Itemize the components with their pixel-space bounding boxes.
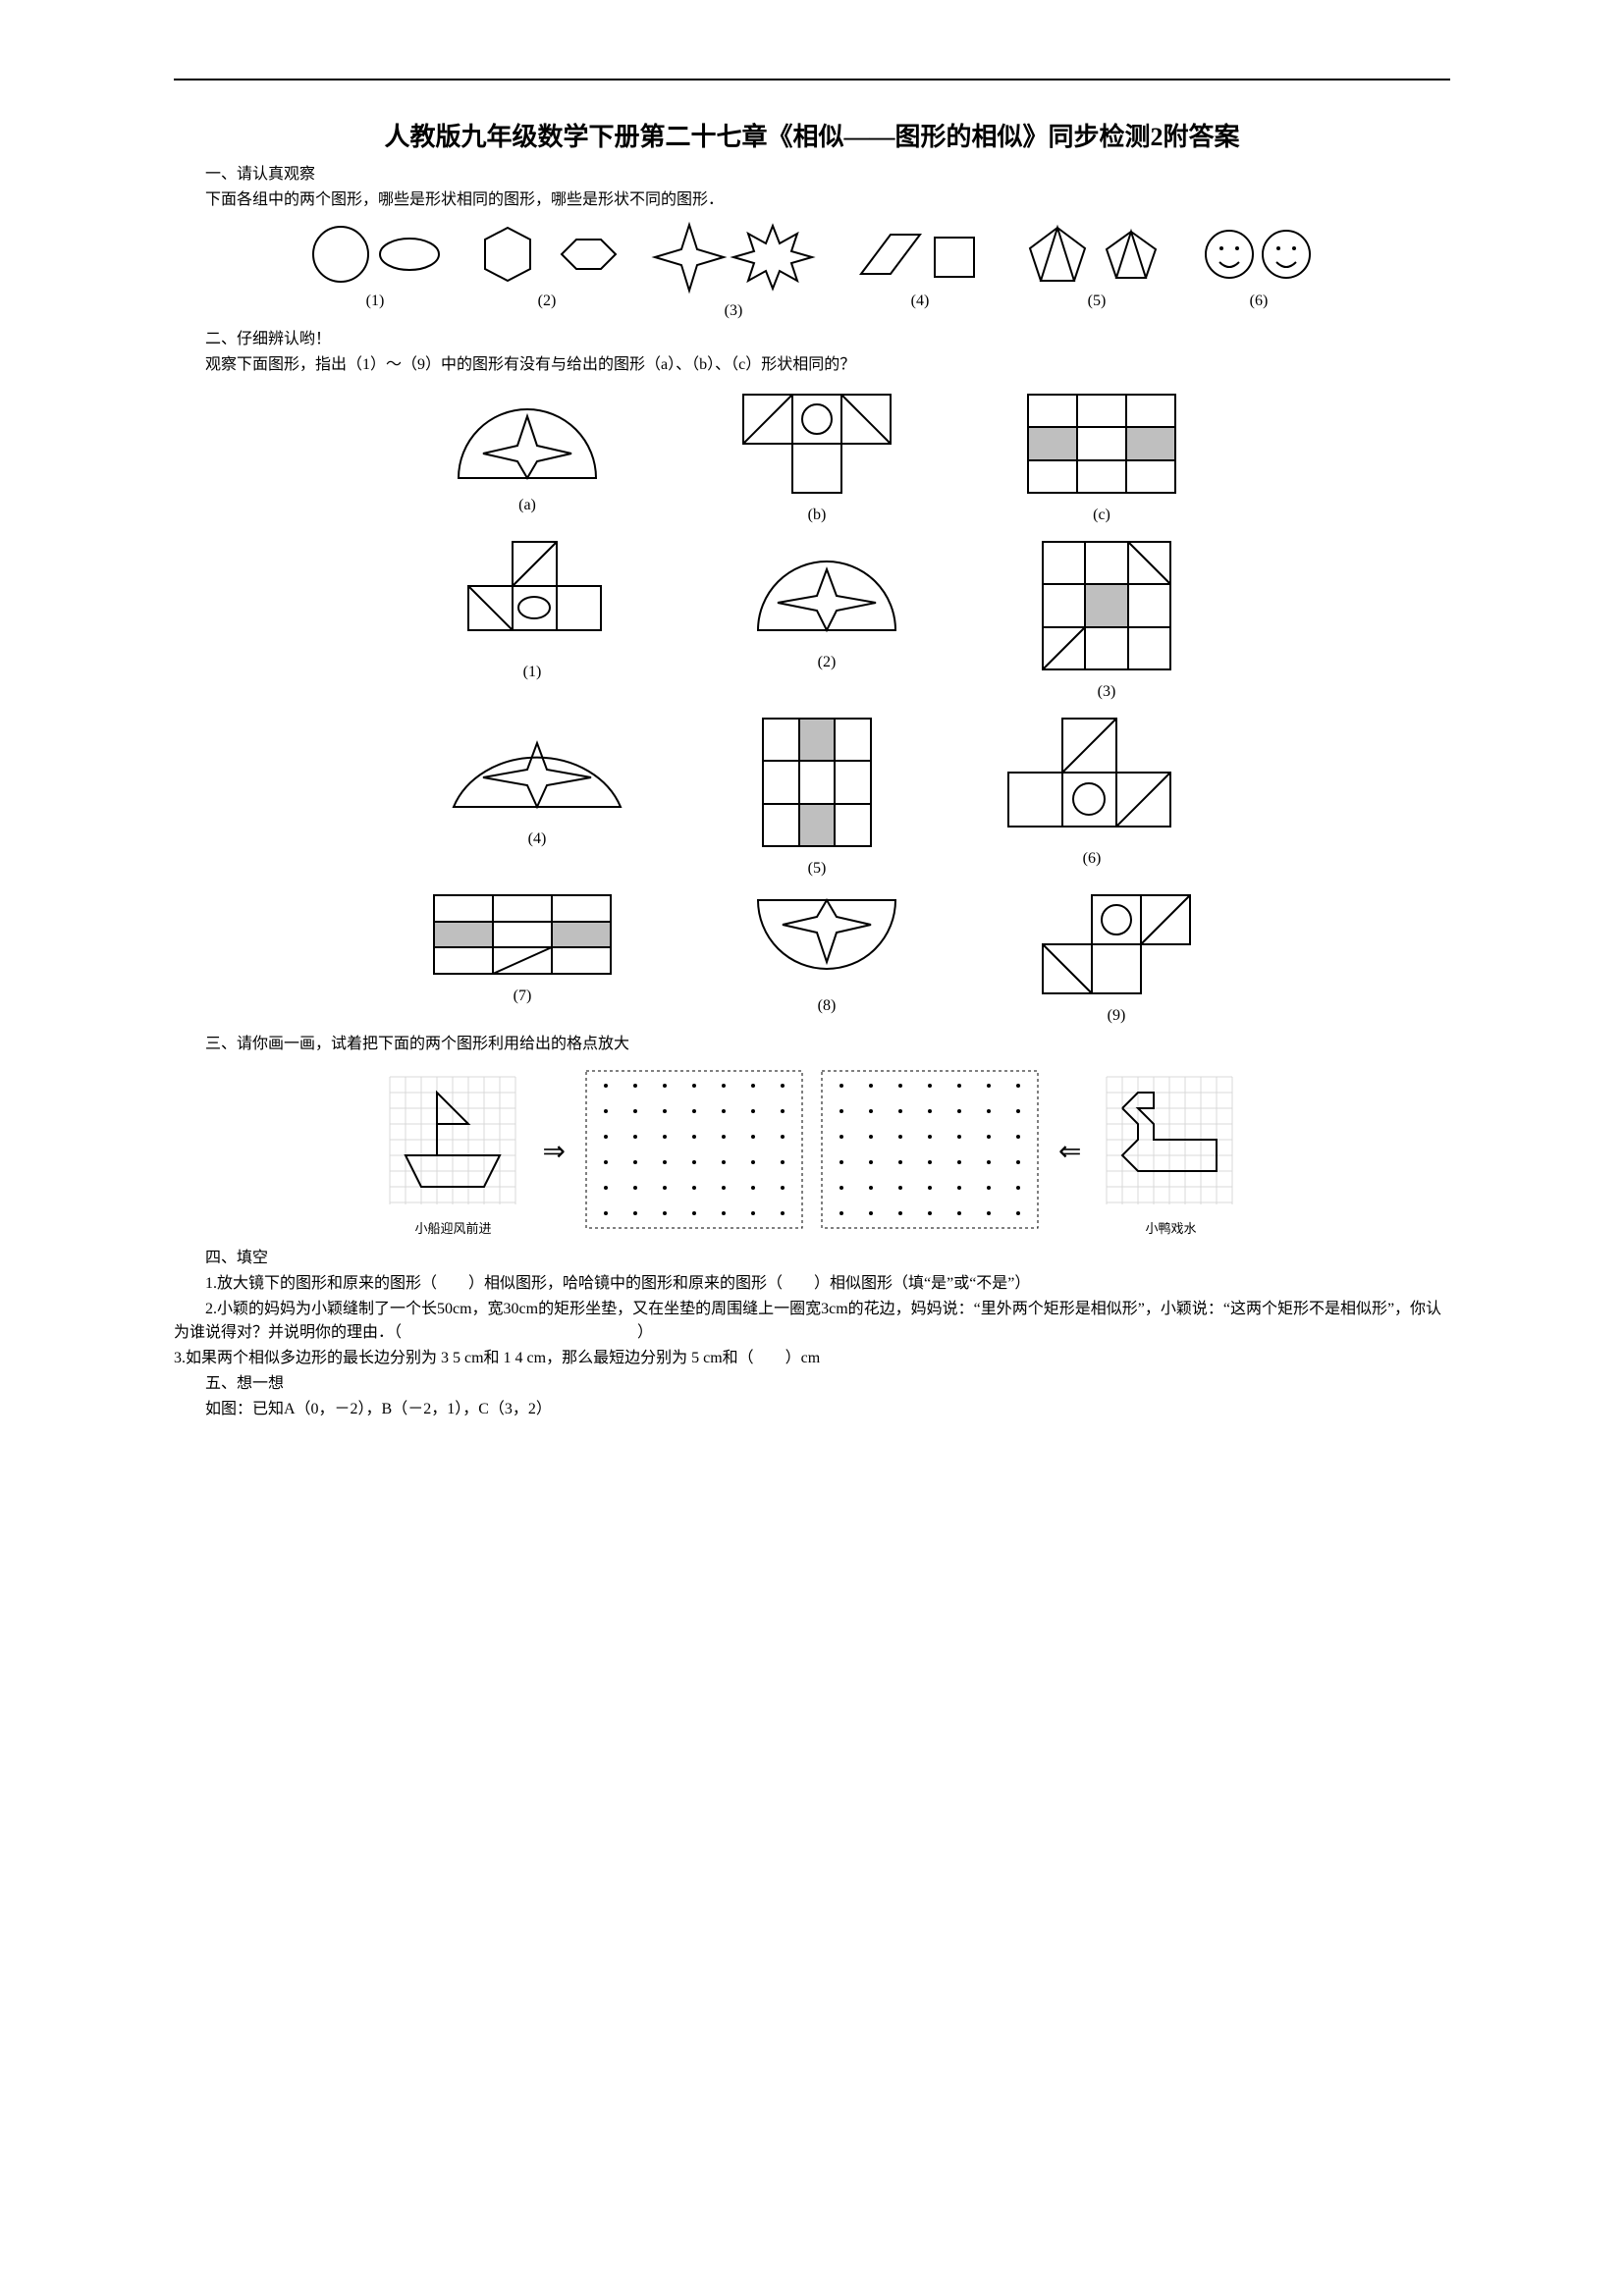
s2-prompt: 观察下面图形，指出（1）～（9）中的图形有没有与给出的图形（a）、（b）、（c）… — [174, 353, 1450, 377]
arrow-right-icon: ⇒ — [537, 1135, 571, 1168]
s2-label-7: (7) — [424, 988, 621, 1005]
s2-label-b: (b) — [733, 507, 900, 524]
s5-q: 如图：已知A（0，－2），B（－2，1），C（3，2） — [174, 1398, 1450, 1421]
s5-heading: 五、想一想 — [174, 1372, 1450, 1396]
s4-q3: 3.如果两个相似多边形的最长边分别为 3 5 cm和 1 4 cm，那么最短边分… — [174, 1347, 1450, 1370]
s4-q1: 1.放大镜下的图形和原来的图形（ ）相似图形，哈哈镜中的图形和原来的图形（ ）相… — [174, 1272, 1450, 1296]
s3-cap-left: 小船迎风前进 — [380, 1218, 527, 1237]
s1-prompt: 下面各组中的两个图形，哪些是形状相同的图形，哪些是形状不同的图形． — [174, 188, 1450, 212]
s3-row: 小船迎风前进 ⇒ — [174, 1066, 1450, 1237]
s4-q2: 2.小颖的妈妈为小颖缝制了一个长50cm，宽30cm的矩形坐垫，又在坐垫的周围缝… — [174, 1298, 1450, 1345]
s2-label-c: (c) — [1018, 507, 1185, 524]
s2-label-8: (8) — [738, 997, 915, 1015]
s1-label-2: (2) — [473, 293, 621, 310]
shape-6 — [999, 709, 1185, 846]
s1-label-5: (5) — [1023, 293, 1170, 310]
s1-label-4: (4) — [846, 293, 994, 310]
s2-heading: 二、仔细辨认哟！ — [174, 328, 1450, 351]
s1-label-1: (1) — [306, 293, 444, 310]
shape-a — [439, 385, 616, 493]
s2-label-4: (4) — [439, 830, 635, 848]
s2-label-a: (a) — [439, 497, 616, 514]
s2-label-1: (1) — [444, 664, 621, 681]
s4-heading: 四、填空 — [174, 1247, 1450, 1270]
shape-9 — [1033, 885, 1200, 1003]
arrow-left-icon: ⇐ — [1053, 1135, 1087, 1168]
shape-5 — [753, 709, 881, 856]
s2-label-9: (9) — [1033, 1007, 1200, 1025]
shape-1 — [444, 532, 621, 660]
s1-figrow: (1) (2) (3) (4) — [174, 220, 1450, 320]
s1-heading: 一、请认真观察 — [174, 163, 1450, 187]
s3-cap-right: 小鸭戏水 — [1097, 1218, 1244, 1237]
shape-c — [1018, 385, 1185, 503]
shape-8 — [738, 885, 915, 993]
s2-label-6: (6) — [999, 850, 1185, 868]
shape-4 — [439, 709, 635, 827]
s3-heading: 三、请你画一画，试着把下面的两个图形利用给出的格点放大 — [174, 1033, 1450, 1056]
s2-label-2: (2) — [738, 654, 915, 671]
page-title: 人教版九年级数学下册第二十七章《相似——图形的相似》同步检测2附答案 — [174, 120, 1450, 155]
s2-label-5: (5) — [753, 860, 881, 878]
shape-7 — [424, 885, 621, 984]
shape-2 — [738, 532, 915, 650]
shape-3 — [1033, 532, 1180, 679]
s2-label-3: (3) — [1033, 683, 1180, 701]
s1-label-6: (6) — [1200, 293, 1318, 310]
shape-b — [733, 385, 900, 503]
s1-label-3: (3) — [650, 302, 817, 320]
